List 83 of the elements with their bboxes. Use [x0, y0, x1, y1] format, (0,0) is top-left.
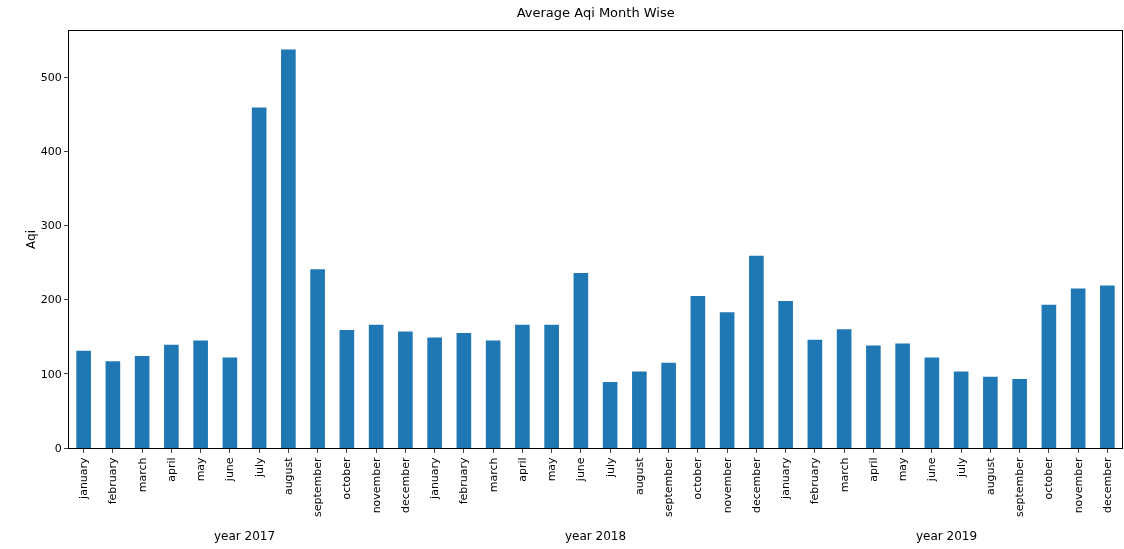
bar: [339, 330, 355, 448]
y-axis-title: Aqi: [24, 230, 38, 249]
bar: [602, 381, 618, 448]
bar: [544, 324, 559, 448]
bar: [1041, 304, 1057, 448]
x-tick-label: december: [749, 456, 763, 513]
x-tick-label: february: [106, 456, 120, 505]
x-tick-label: january: [779, 456, 793, 500]
bar: [866, 345, 881, 448]
bar: [836, 329, 852, 448]
bar: [1070, 288, 1086, 448]
x-tick-label: august: [983, 456, 997, 496]
bar: [749, 255, 764, 448]
x-tick-label: march: [837, 457, 851, 493]
x-tick-label: october: [691, 456, 705, 500]
y-tick-label: 400: [40, 145, 62, 159]
x-tick-label: may: [545, 456, 559, 482]
x-tick-label: september: [311, 456, 325, 517]
bar: [222, 357, 238, 448]
bar: [895, 343, 910, 448]
x-tick-label: may: [896, 456, 910, 482]
x-tick-label: december: [398, 456, 412, 513]
x-tick-label: june: [223, 457, 237, 483]
bar: [690, 295, 706, 448]
bar: [719, 312, 735, 448]
x-tick-label: july: [252, 456, 266, 478]
bar: [134, 355, 150, 448]
x-tick-label: march: [486, 457, 500, 493]
text: year 2018: [565, 529, 627, 543]
x-tick-label: may: [194, 456, 208, 482]
chart-title: Average Aqi Month Wise: [516, 5, 675, 21]
bar: [485, 340, 501, 448]
x-tick-label: june: [925, 457, 939, 483]
bar: [368, 324, 384, 448]
bar: [105, 361, 121, 448]
bar: [281, 49, 296, 448]
bar: [427, 337, 442, 448]
bar: [573, 272, 589, 448]
bar: [924, 357, 940, 448]
bar: [953, 371, 969, 448]
text: year 2019: [916, 529, 978, 543]
x-tick-label: february: [457, 456, 471, 505]
text: year 2017: [214, 529, 276, 543]
bar: [398, 331, 413, 448]
x-tick-label: november: [720, 456, 734, 514]
bar: [1012, 378, 1027, 448]
bar: [193, 340, 208, 448]
bar: [456, 332, 472, 448]
x-tick-label: july: [954, 456, 968, 478]
x-tick-label: april: [164, 457, 178, 482]
bar: [807, 339, 823, 448]
x-tick-label: october: [340, 456, 354, 500]
x-tick-label: march: [135, 457, 149, 493]
bar: [983, 376, 998, 448]
x-tick-label: january: [77, 456, 91, 500]
x-tick-label: september: [662, 456, 676, 517]
bar: [632, 371, 647, 448]
y-tick-label: 0: [54, 441, 62, 455]
x-tick-label: july: [603, 456, 617, 478]
x-tick-label: june: [574, 457, 588, 483]
x-tick-label: january: [428, 456, 442, 500]
x-tick-label: november: [369, 456, 383, 514]
bar: [515, 324, 530, 448]
x-tick-label: october: [1042, 456, 1056, 500]
x-tick-label: september: [1013, 456, 1027, 517]
bar: [76, 350, 91, 448]
bar: [164, 344, 179, 448]
bar: [251, 107, 267, 448]
y-tick-label: 200: [40, 293, 62, 307]
y-tick-label: 100: [40, 367, 62, 381]
bar: [310, 269, 325, 448]
x-tick-label: august: [632, 456, 646, 496]
y-tick-label: 300: [40, 219, 62, 233]
x-tick-label: february: [808, 456, 822, 505]
y-tick-label: 500: [40, 70, 62, 84]
x-tick-label: august: [281, 456, 295, 496]
x-tick-label: april: [515, 457, 529, 482]
x-tick-label: november: [1071, 456, 1085, 514]
bar: [778, 301, 793, 448]
x-tick-label: december: [1100, 456, 1114, 513]
x-tick-label: april: [866, 457, 880, 482]
bar: [1100, 285, 1115, 448]
bar: [661, 362, 676, 448]
